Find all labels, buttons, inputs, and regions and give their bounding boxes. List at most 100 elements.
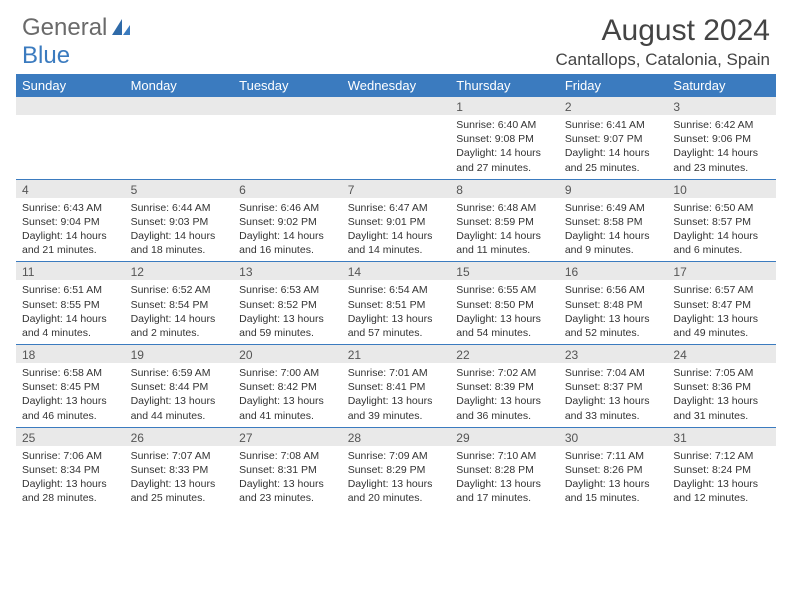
calendar-cell: 22Sunrise: 7:02 AMSunset: 8:39 PMDayligh… <box>450 344 559 427</box>
sunrise-text: Sunrise: 6:55 AM <box>456 283 553 297</box>
daylight-text: Daylight: 13 hours and 46 minutes. <box>22 394 119 422</box>
calendar-cell: 30Sunrise: 7:11 AMSunset: 8:26 PMDayligh… <box>559 427 668 510</box>
calendar-cell: 13Sunrise: 6:53 AMSunset: 8:52 PMDayligh… <box>233 261 342 344</box>
daylight-text: Daylight: 14 hours and 27 minutes. <box>456 146 553 174</box>
sunset-text: Sunset: 8:45 PM <box>22 380 119 394</box>
daylight-text: Daylight: 13 hours and 23 minutes. <box>239 477 336 505</box>
sunset-text: Sunset: 8:36 PM <box>673 380 770 394</box>
daylight-text: Daylight: 14 hours and 14 minutes. <box>348 229 445 257</box>
daylight-text: Daylight: 14 hours and 6 minutes. <box>673 229 770 257</box>
calendar-cell: 16Sunrise: 6:56 AMSunset: 8:48 PMDayligh… <box>559 261 668 344</box>
daylight-text: Daylight: 13 hours and 12 minutes. <box>673 477 770 505</box>
sunset-text: Sunset: 8:51 PM <box>348 298 445 312</box>
calendar-cell: 6Sunrise: 6:46 AMSunset: 9:02 PMDaylight… <box>233 179 342 262</box>
day-number: 3 <box>667 97 776 115</box>
daylight-text: Daylight: 14 hours and 25 minutes. <box>565 146 662 174</box>
calendar-cell: 5Sunrise: 6:44 AMSunset: 9:03 PMDaylight… <box>125 179 234 262</box>
calendar-cell: 24Sunrise: 7:05 AMSunset: 8:36 PMDayligh… <box>667 344 776 427</box>
calendar-cell: 29Sunrise: 7:10 AMSunset: 8:28 PMDayligh… <box>450 427 559 510</box>
sunrise-text: Sunrise: 7:08 AM <box>239 449 336 463</box>
day-number: 27 <box>233 428 342 446</box>
sunset-text: Sunset: 8:47 PM <box>673 298 770 312</box>
sunset-text: Sunset: 8:34 PM <box>22 463 119 477</box>
sunset-text: Sunset: 9:08 PM <box>456 132 553 146</box>
daylight-text: Daylight: 13 hours and 44 minutes. <box>131 394 228 422</box>
sunset-text: Sunset: 9:06 PM <box>673 132 770 146</box>
cell-body: Sunrise: 6:44 AMSunset: 9:03 PMDaylight:… <box>125 198 234 262</box>
calendar-cell: 14Sunrise: 6:54 AMSunset: 8:51 PMDayligh… <box>342 261 451 344</box>
daylight-text: Daylight: 14 hours and 21 minutes. <box>22 229 119 257</box>
daylight-text: Daylight: 13 hours and 49 minutes. <box>673 312 770 340</box>
calendar-cell: 11Sunrise: 6:51 AMSunset: 8:55 PMDayligh… <box>16 261 125 344</box>
daylight-text: Daylight: 14 hours and 23 minutes. <box>673 146 770 174</box>
cell-body <box>233 115 342 175</box>
cell-body: Sunrise: 7:04 AMSunset: 8:37 PMDaylight:… <box>559 363 668 427</box>
cell-body: Sunrise: 6:57 AMSunset: 8:47 PMDaylight:… <box>667 280 776 344</box>
weekday-header: Wednesday <box>342 74 451 97</box>
cell-body: Sunrise: 6:46 AMSunset: 9:02 PMDaylight:… <box>233 198 342 262</box>
calendar-cell-empty <box>16 97 125 179</box>
calendar-cell: 8Sunrise: 6:48 AMSunset: 8:59 PMDaylight… <box>450 179 559 262</box>
day-number: 6 <box>233 180 342 198</box>
daylight-text: Daylight: 14 hours and 16 minutes. <box>239 229 336 257</box>
cell-body: Sunrise: 7:06 AMSunset: 8:34 PMDaylight:… <box>16 446 125 510</box>
cell-body: Sunrise: 7:10 AMSunset: 8:28 PMDaylight:… <box>450 446 559 510</box>
day-number: 26 <box>125 428 234 446</box>
daylight-text: Daylight: 14 hours and 18 minutes. <box>131 229 228 257</box>
daylight-text: Daylight: 13 hours and 17 minutes. <box>456 477 553 505</box>
page-header: General August 2024 Cantallops, Cataloni… <box>0 0 792 74</box>
daylight-text: Daylight: 13 hours and 41 minutes. <box>239 394 336 422</box>
day-number: 10 <box>667 180 776 198</box>
cell-body: Sunrise: 7:07 AMSunset: 8:33 PMDaylight:… <box>125 446 234 510</box>
sunrise-text: Sunrise: 7:05 AM <box>673 366 770 380</box>
sunrise-text: Sunrise: 7:04 AM <box>565 366 662 380</box>
day-number: 15 <box>450 262 559 280</box>
sunset-text: Sunset: 8:48 PM <box>565 298 662 312</box>
daylight-text: Daylight: 13 hours and 33 minutes. <box>565 394 662 422</box>
cell-body: Sunrise: 6:53 AMSunset: 8:52 PMDaylight:… <box>233 280 342 344</box>
cell-body: Sunrise: 6:50 AMSunset: 8:57 PMDaylight:… <box>667 198 776 262</box>
cell-body: Sunrise: 6:52 AMSunset: 8:54 PMDaylight:… <box>125 280 234 344</box>
sunset-text: Sunset: 8:55 PM <box>22 298 119 312</box>
sunset-text: Sunset: 8:29 PM <box>348 463 445 477</box>
cell-body <box>342 115 451 175</box>
sunset-text: Sunset: 8:41 PM <box>348 380 445 394</box>
calendar-cell: 21Sunrise: 7:01 AMSunset: 8:41 PMDayligh… <box>342 344 451 427</box>
daylight-text: Daylight: 14 hours and 4 minutes. <box>22 312 119 340</box>
sunset-text: Sunset: 9:02 PM <box>239 215 336 229</box>
sunset-text: Sunset: 8:31 PM <box>239 463 336 477</box>
day-number: 25 <box>16 428 125 446</box>
sunrise-text: Sunrise: 6:44 AM <box>131 201 228 215</box>
sunrise-text: Sunrise: 6:43 AM <box>22 201 119 215</box>
cell-body: Sunrise: 6:47 AMSunset: 9:01 PMDaylight:… <box>342 198 451 262</box>
cell-body: Sunrise: 6:54 AMSunset: 8:51 PMDaylight:… <box>342 280 451 344</box>
calendar-cell: 3Sunrise: 6:42 AMSunset: 9:06 PMDaylight… <box>667 97 776 179</box>
sunset-text: Sunset: 8:24 PM <box>673 463 770 477</box>
sunrise-text: Sunrise: 6:42 AM <box>673 118 770 132</box>
daylight-text: Daylight: 13 hours and 59 minutes. <box>239 312 336 340</box>
sunrise-text: Sunrise: 6:54 AM <box>348 283 445 297</box>
day-number <box>125 97 234 115</box>
weeks-container: 1Sunrise: 6:40 AMSunset: 9:08 PMDaylight… <box>16 97 776 509</box>
cell-body: Sunrise: 6:56 AMSunset: 8:48 PMDaylight:… <box>559 280 668 344</box>
cell-body: Sunrise: 6:43 AMSunset: 9:04 PMDaylight:… <box>16 198 125 262</box>
calendar-cell: 9Sunrise: 6:49 AMSunset: 8:58 PMDaylight… <box>559 179 668 262</box>
week-row: 18Sunrise: 6:58 AMSunset: 8:45 PMDayligh… <box>16 344 776 427</box>
cell-body: Sunrise: 6:42 AMSunset: 9:06 PMDaylight:… <box>667 115 776 179</box>
day-number: 23 <box>559 345 668 363</box>
cell-body: Sunrise: 7:00 AMSunset: 8:42 PMDaylight:… <box>233 363 342 427</box>
calendar-cell: 2Sunrise: 6:41 AMSunset: 9:07 PMDaylight… <box>559 97 668 179</box>
title-block: August 2024 Cantallops, Catalonia, Spain <box>555 14 770 70</box>
weekday-header-row: Sunday Monday Tuesday Wednesday Thursday… <box>16 74 776 97</box>
day-number: 31 <box>667 428 776 446</box>
weekday-header: Saturday <box>667 74 776 97</box>
cell-body: Sunrise: 7:09 AMSunset: 8:29 PMDaylight:… <box>342 446 451 510</box>
sunset-text: Sunset: 9:04 PM <box>22 215 119 229</box>
day-number <box>233 97 342 115</box>
sunrise-text: Sunrise: 7:10 AM <box>456 449 553 463</box>
calendar-cell: 10Sunrise: 6:50 AMSunset: 8:57 PMDayligh… <box>667 179 776 262</box>
day-number: 1 <box>450 97 559 115</box>
daylight-text: Daylight: 13 hours and 39 minutes. <box>348 394 445 422</box>
day-number: 4 <box>16 180 125 198</box>
day-number <box>16 97 125 115</box>
